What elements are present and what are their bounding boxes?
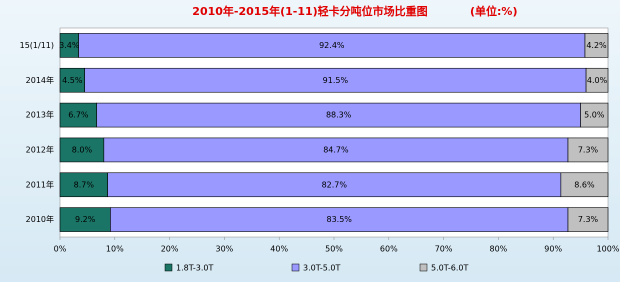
bar-segment <box>96 102 581 128</box>
bar-segment <box>567 137 609 163</box>
bar-segment <box>59 137 105 163</box>
data-label: 7.3% <box>578 145 599 154</box>
bar-segment <box>110 207 569 232</box>
x-tick-label: 10% <box>106 245 124 254</box>
bar-segment <box>84 67 587 93</box>
data-label: 3.4% <box>59 41 80 50</box>
data-label: 7.3% <box>578 215 599 224</box>
bar-segment <box>59 67 85 93</box>
data-label: 4.5% <box>62 76 83 85</box>
data-label: 6.7% <box>68 111 89 120</box>
y-tick-label: 2010年 <box>26 214 54 224</box>
y-tick-label: 15(1/11) <box>20 41 54 50</box>
legend-label: 1.8T-3.0T <box>176 264 213 273</box>
data-label: 88.3% <box>326 111 352 120</box>
bar-segment <box>59 102 98 128</box>
data-label: 8.6% <box>574 180 595 189</box>
x-tick-label: 30% <box>216 245 234 254</box>
legend-swatch <box>164 263 173 272</box>
data-label: 8.0% <box>72 145 93 154</box>
x-tick-label: 60% <box>380 245 398 254</box>
bar-segment <box>560 172 609 198</box>
data-label: 9.2% <box>75 215 96 224</box>
legend-label: 5.0T-6.0T <box>431 264 468 273</box>
data-label: 91.5% <box>323 76 349 85</box>
x-tick-label: 40% <box>270 245 288 254</box>
bar-segment <box>580 102 609 128</box>
plot-area <box>59 27 609 238</box>
bar-segment <box>107 172 562 198</box>
y-tick-label: 2014年 <box>26 75 54 85</box>
data-label: 8.7% <box>74 180 95 189</box>
y-tick-label: 2012年 <box>26 144 54 154</box>
legend-swatch <box>291 263 300 272</box>
data-label: 5.0% <box>584 111 605 120</box>
data-label: 92.4% <box>319 41 345 50</box>
bar-segment <box>585 67 609 93</box>
bar-segment <box>59 172 108 198</box>
x-tick-label: 0% <box>54 245 67 254</box>
x-tick-label: 50% <box>325 245 343 254</box>
data-label: 84.7% <box>323 145 349 154</box>
x-tick-label: 80% <box>490 245 508 254</box>
x-tick-label: 70% <box>435 245 453 254</box>
bar-segment <box>59 207 111 232</box>
bar-segment <box>584 33 609 58</box>
y-tick-label: 2013年 <box>26 110 54 120</box>
bar-segment <box>567 207 609 232</box>
data-label: 4.2% <box>586 41 607 50</box>
legend-label: 3.0T-5.0T <box>303 264 340 273</box>
data-label: 83.5% <box>326 215 352 224</box>
x-tick-label: 90% <box>544 245 562 254</box>
data-label: 4.0% <box>587 76 608 85</box>
x-tick-label: 100% <box>597 245 620 254</box>
x-tick-label: 20% <box>161 245 179 254</box>
legend-swatch <box>419 263 428 272</box>
bar-segment <box>103 137 569 163</box>
chart-title: 2010年-2015年(1-11)轻卡分吨位市场比重图 <box>192 4 427 18</box>
data-label: 82.7% <box>322 180 348 189</box>
bar-segment <box>78 33 586 58</box>
chart-subtitle: (单位:%) <box>470 4 517 18</box>
y-tick-label: 2011年 <box>26 179 54 189</box>
